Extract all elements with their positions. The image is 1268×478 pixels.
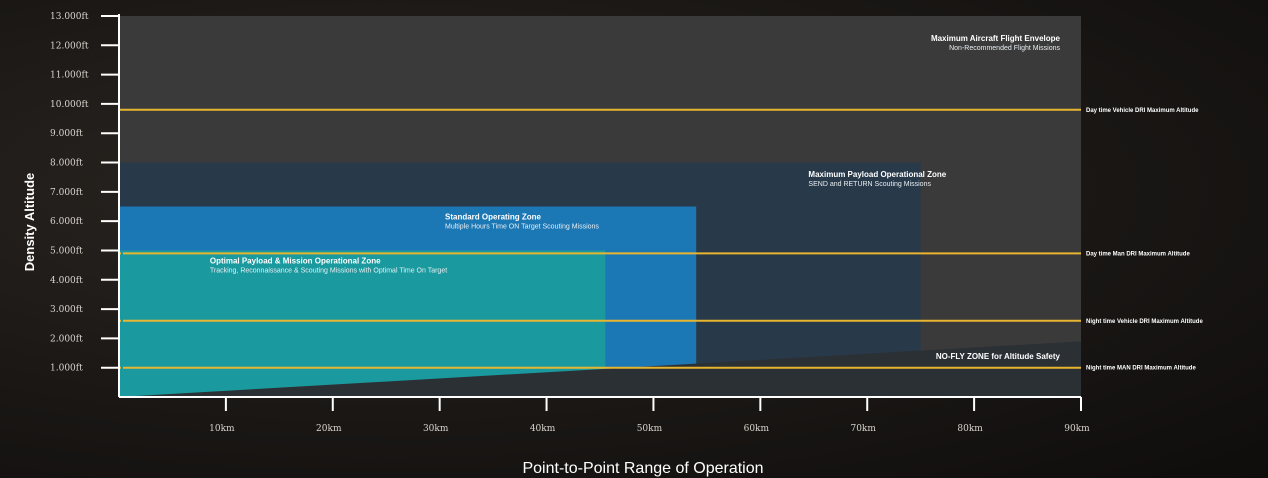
- x-tick-label: 30km: [423, 424, 449, 434]
- zone-subtitle-standard: Multiple Hours Time ON Target Scouting M…: [445, 224, 599, 231]
- limit-line-label: Night time MAN DRI Maximum Altitude: [1086, 366, 1196, 372]
- y-tick-label: 11.000ft: [50, 71, 89, 81]
- limit-line-label: Day time Man DRI Maximum Altitude: [1086, 251, 1190, 257]
- y-tick-label: 4.000ft: [50, 276, 83, 286]
- x-tick-label: 20km: [316, 424, 342, 434]
- y-axis-title: Density Altitude: [22, 173, 37, 271]
- zone-optimal: [119, 250, 606, 397]
- axes-layer: 1.000ft 2.000ft 3.000ft 4.000ft 5.000ft 6.000…: [50, 12, 1090, 434]
- zone-subtitle-max-envelope: Non-Recommended Flight Missions: [949, 45, 1060, 52]
- x-tick-label: 80km: [957, 424, 983, 434]
- y-tick-label: 13.000ft: [50, 12, 89, 22]
- y-tick-label: 6.000ft: [50, 217, 83, 227]
- zone-title-standard: Standard Operating Zone: [445, 213, 542, 222]
- y-tick-label: 1.000ft: [50, 364, 83, 374]
- zone-title-max-payload: Maximum Payload Operational Zone: [808, 170, 946, 179]
- y-tick-label: 8.000ft: [50, 159, 83, 169]
- zones-layer: [119, 16, 1081, 397]
- zone-title-optimal: Optimal Payload & Mission Operational Zo…: [210, 257, 381, 266]
- x-tick-label: 40km: [530, 424, 556, 434]
- y-tick-label: 2.000ft: [50, 334, 83, 344]
- y-tick-label: 5.000ft: [50, 246, 83, 256]
- limit-lines-layer: Day time Vehicle DRI Maximum Altitude Day…: [119, 108, 1203, 372]
- y-tick-label: 3.000ft: [50, 305, 83, 315]
- x-tick-label: 60km: [744, 424, 770, 434]
- zone-title-max-envelope: Maximum Aircraft Flight Envelope: [931, 34, 1061, 43]
- y-tick-label: 9.000ft: [50, 129, 83, 139]
- limit-line-label: Night time Vehicle DRI Maximum Altitude: [1086, 319, 1203, 325]
- limit-line-label: Day time Vehicle DRI Maximum Altitude: [1086, 108, 1199, 114]
- y-tick-label: 7.000ft: [50, 188, 83, 198]
- x-tick-label: 10km: [209, 424, 235, 434]
- x-tick-label: 90km: [1064, 424, 1090, 434]
- zone-subtitle-optimal: Tracking, Reconnaissance & Scouting Miss…: [210, 268, 447, 275]
- zone-labels-layer: Maximum Aircraft Flight Envelope Non-Reco…: [210, 34, 1061, 361]
- no-fly-zone: [119, 341, 1081, 397]
- x-tick-label: 50km: [637, 424, 663, 434]
- x-tick-label: 70km: [850, 424, 876, 434]
- zone-subtitle-max-payload: SEND and RETURN Scouting Missions: [808, 181, 931, 188]
- no-fly-zone-layer: [119, 341, 1081, 397]
- x-axis-title: Point-to-Point Range of Operation: [522, 460, 763, 477]
- no-fly-zone-label: NO-FLY ZONE for Altitude Safety: [936, 352, 1061, 361]
- y-tick-label: 12.000ft: [50, 41, 89, 51]
- y-tick-label: 10.000ft: [50, 100, 89, 110]
